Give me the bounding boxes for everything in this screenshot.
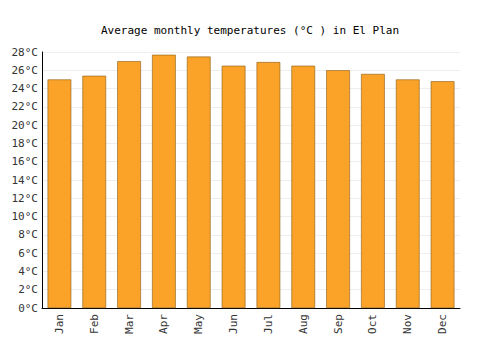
svg-text:20°C: 20°C: [12, 119, 39, 132]
svg-text:18°C: 18°C: [12, 137, 39, 150]
svg-text:14°C: 14°C: [12, 174, 39, 187]
svg-text:4°C: 4°C: [18, 265, 38, 278]
svg-text:0°C: 0°C: [18, 302, 38, 315]
svg-text:Sep: Sep: [332, 314, 345, 334]
svg-text:Oct: Oct: [366, 314, 379, 334]
svg-text:Feb: Feb: [88, 314, 101, 334]
svg-text:May: May: [192, 314, 205, 334]
svg-text:22°C: 22°C: [12, 100, 39, 113]
svg-text:6°C: 6°C: [18, 247, 38, 260]
svg-text:Average monthly temperatures (: Average monthly temperatures (°C ) in El…: [101, 24, 399, 37]
svg-text:2°C: 2°C: [18, 283, 38, 296]
svg-text:Dec: Dec: [436, 314, 449, 334]
svg-text:26°C: 26°C: [12, 64, 39, 77]
svg-text:24°C: 24°C: [12, 82, 39, 95]
svg-text:10°C: 10°C: [12, 210, 39, 223]
svg-text:28°C: 28°C: [12, 46, 39, 59]
svg-text:Jan: Jan: [53, 314, 66, 334]
svg-text:Jun: Jun: [227, 314, 240, 334]
svg-text:Mar: Mar: [123, 314, 136, 334]
svg-text:8°C: 8°C: [18, 228, 38, 241]
svg-text:16°C: 16°C: [12, 155, 39, 168]
svg-text:Aug: Aug: [297, 314, 310, 334]
svg-text:Nov: Nov: [401, 314, 414, 334]
svg-text:12°C: 12°C: [12, 192, 39, 205]
svg-text:Jul: Jul: [262, 314, 275, 334]
svg-text:Apr: Apr: [157, 314, 170, 334]
